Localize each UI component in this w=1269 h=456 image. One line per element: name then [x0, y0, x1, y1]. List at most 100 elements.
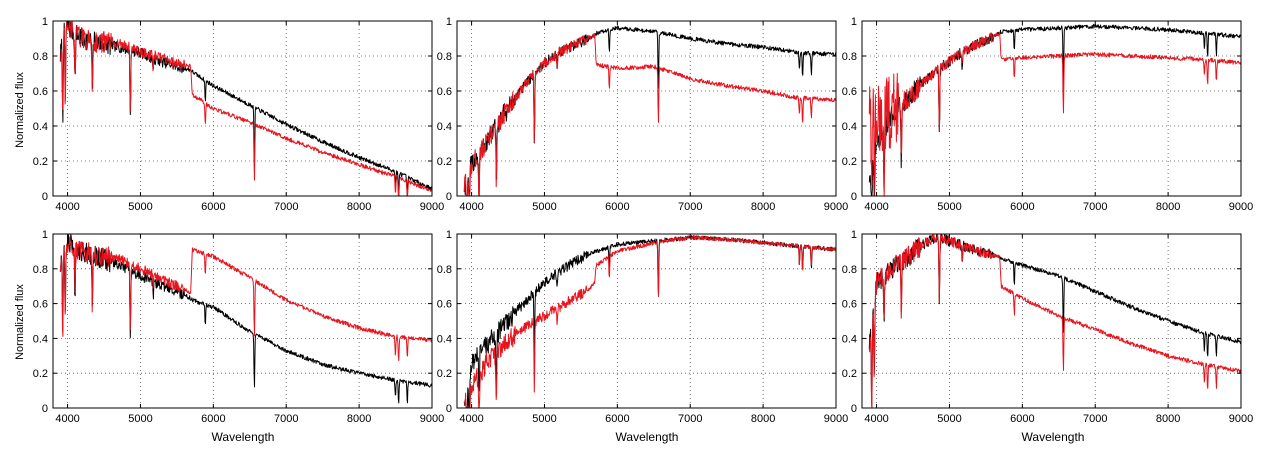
y-tick-label: 0: [42, 403, 48, 415]
plot-frame: [456, 20, 837, 197]
y-tick-label: 1: [851, 16, 857, 28]
x-tick-label: 5000: [128, 201, 152, 213]
x-tick-label: 5000: [937, 413, 961, 425]
x-tick-label: 6000: [1010, 413, 1034, 425]
y-tick-label: 0: [851, 403, 857, 415]
y-tick-label: 0: [851, 191, 857, 203]
x-tick-label: 7000: [1083, 201, 1107, 213]
y-tick-label: 0: [446, 191, 452, 203]
series-line-black: [59, 234, 433, 404]
x-tick-label: 7000: [1083, 413, 1107, 425]
x-tick-label: 6000: [201, 413, 225, 425]
y-tick-label: 0.6: [842, 299, 857, 311]
xlabel-col2: Wavelength: [616, 430, 679, 444]
x-tick-label: 6000: [605, 201, 629, 213]
x-tick-label: 5000: [937, 201, 961, 213]
panel-row1-col1: 4000 5000 6000 7000 8000 9000 0 0.2 0.4 0.6 0.8 1: [33, 16, 445, 213]
y-tick-label: 0.8: [842, 51, 857, 63]
x-tick-label: 9000: [1229, 201, 1253, 213]
plot-frame: [861, 233, 1242, 409]
y-tick-label: 0.2: [437, 156, 452, 168]
x-tick-label: 7000: [678, 413, 702, 425]
x-tick-label: 8000: [347, 413, 371, 425]
panel-row2-col2: 4000 5000 6000 7000 8000 9000 0 0.2 0.4 0.6 0.8 1: [437, 229, 849, 425]
series-line-black: [59, 20, 433, 197]
x-tick-label: 5000: [128, 413, 152, 425]
y-tick-label: 0: [446, 403, 452, 415]
y-tick-label: 1: [446, 229, 452, 241]
series-line-red: [59, 236, 433, 362]
y-tick-label: 0.2: [842, 368, 857, 380]
x-tick-label: 7000: [274, 413, 298, 425]
y-tick-label: 0.8: [437, 264, 452, 276]
xlabel-col1: Wavelength: [212, 430, 275, 444]
x-tick-label: 9000: [420, 413, 444, 425]
plot-frame: [456, 233, 837, 409]
x-tick-label: 5000: [532, 201, 556, 213]
y-tick-label: 1: [446, 16, 452, 28]
x-tick-label: 4000: [55, 413, 79, 425]
y-tick-label: 0.2: [437, 368, 452, 380]
x-tick-label: 8000: [1156, 413, 1180, 425]
plot-frame: [52, 233, 433, 409]
x-tick-label: 6000: [605, 413, 629, 425]
x-tick-label: 4000: [459, 413, 483, 425]
y-tick-label: 0.8: [842, 264, 857, 276]
panel-row1-col3: 4000 5000 6000 7000 8000 9000 0 0.2 0.4 0.6 0.8 1: [842, 16, 1254, 213]
x-tick-label: 7000: [274, 201, 298, 213]
panels-group: 4000 5000 6000 7000 8000 900000.20.40.60.8140…: [33, 16, 1254, 425]
series-line-black: [868, 233, 1242, 408]
plot-frame: [861, 20, 1242, 197]
y-tick-label: 1: [851, 229, 857, 241]
y-tick-label: 0.8: [33, 264, 48, 276]
x-tick-label: 9000: [420, 201, 444, 213]
series-line-red: [463, 33, 837, 197]
y-tick-label: 0.4: [842, 333, 857, 345]
y-tick-label: 0.6: [33, 86, 48, 98]
panel-row2-col1: 4000 5000 6000 7000 8000 9000 0 0.2 0.4 0.6 0.8 1: [33, 229, 445, 425]
x-tick-label: 8000: [751, 413, 775, 425]
x-tick-label: 9000: [1229, 413, 1253, 425]
series-line-black: [463, 235, 837, 409]
y-tick-label: 0.6: [33, 299, 48, 311]
series-line-red: [868, 233, 1242, 409]
series-line-red: [868, 31, 1242, 197]
y-tick-label: 0.6: [437, 86, 452, 98]
y-tick-label: 0.6: [842, 86, 857, 98]
series-line-red: [463, 235, 837, 409]
x-tick-label: 4000: [864, 201, 888, 213]
panel-row1-col2: 4000 5000 6000 7000 8000 9000 0 0.2 0.4 0.6 0.8 1: [437, 16, 849, 213]
x-tick-label: 4000: [459, 201, 483, 213]
x-tick-label: 7000: [678, 201, 702, 213]
y-tick-label: 0.8: [437, 51, 452, 63]
x-tick-label: 4000: [864, 413, 888, 425]
x-tick-label: 8000: [1156, 201, 1180, 213]
series-line-black: [868, 23, 1242, 197]
series-line-red: [60, 20, 433, 197]
y-tick-label: 1: [42, 16, 48, 28]
y-tick-label: 0.2: [33, 368, 48, 380]
ylabel-row2: Normalized flux: [14, 284, 26, 360]
ylabel-row1: Normalized flux: [14, 72, 26, 148]
y-tick-label: 1: [42, 229, 48, 241]
y-tick-label: 0: [42, 191, 48, 203]
x-tick-label: 6000: [201, 201, 225, 213]
y-tick-label: 0.2: [33, 156, 48, 168]
x-tick-label: 8000: [347, 201, 371, 213]
panel-row2-col3: 4000 5000 6000 7000 8000 9000 0 0.2 0.4 0.6 0.8 1: [842, 229, 1254, 425]
x-tick-label: 4000: [55, 201, 79, 213]
x-tick-label: 8000: [751, 201, 775, 213]
plot-frame: [52, 20, 433, 197]
x-tick-label: 9000: [824, 413, 848, 425]
y-tick-label: 0.4: [437, 333, 452, 345]
y-tick-label: 0.8: [33, 51, 48, 63]
series-line-black: [463, 25, 837, 197]
x-tick-label: 5000: [532, 413, 556, 425]
y-tick-label: 0.4: [437, 121, 452, 133]
x-tick-label: 6000: [1010, 201, 1034, 213]
xlabel-col3: Wavelength: [1022, 430, 1085, 444]
y-tick-label: 0.6: [437, 299, 452, 311]
x-tick-label: 9000: [824, 201, 848, 213]
y-tick-label: 0.2: [842, 156, 857, 168]
